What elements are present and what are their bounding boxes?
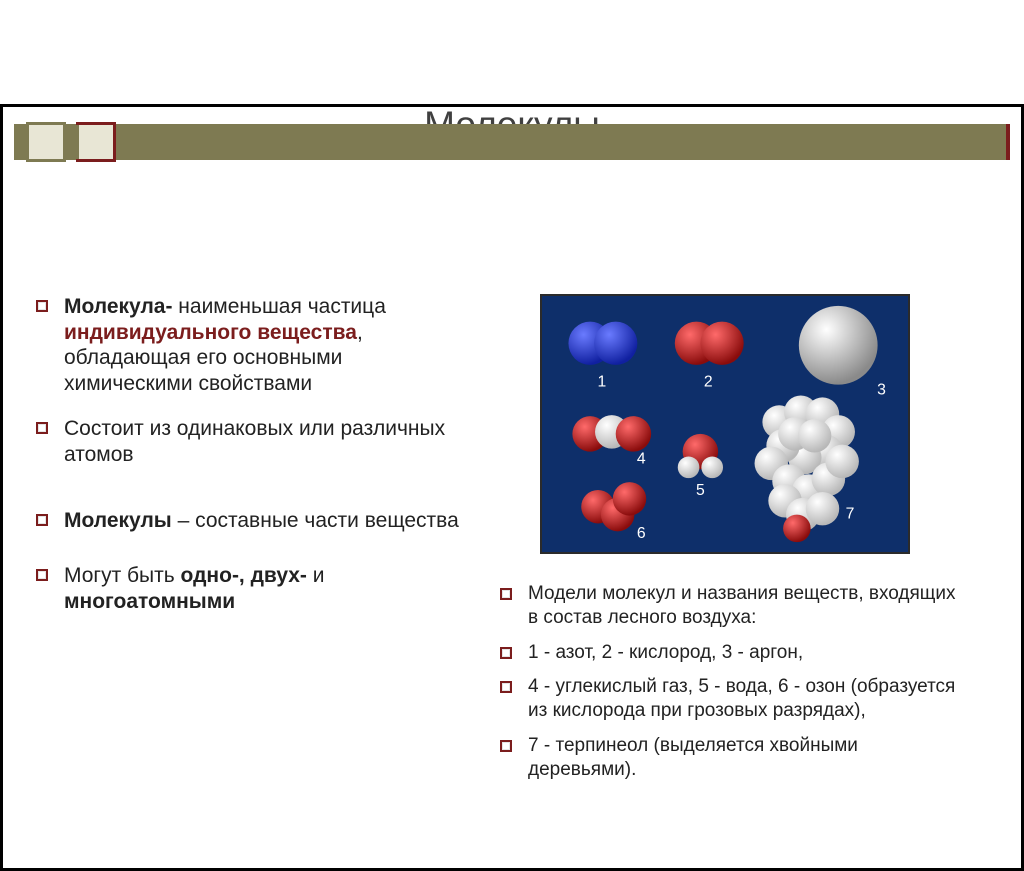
molecule-label: 7: [846, 506, 855, 523]
bullet-icon: [500, 681, 512, 693]
molecule-label: 2: [704, 374, 713, 391]
decorative-square-left: [26, 122, 66, 162]
atom-sphere: [700, 322, 743, 365]
bullet-icon: [500, 588, 512, 600]
bullet-text: Состоит из одинаковых или различных атом…: [64, 416, 476, 467]
text-bold: Молекула-: [64, 295, 172, 318]
molecule-label: 1: [598, 374, 607, 391]
bullet-text: Молекула- наименьшая частица индивидуаль…: [64, 294, 476, 396]
list-item: Модели молекул и названия веществ, входя…: [500, 582, 966, 631]
text-bold: многоатомными: [64, 590, 235, 613]
molecule-label: 4: [637, 450, 646, 467]
list-item: Состоит из одинаковых или различных атом…: [36, 416, 476, 467]
molecule-label: 3: [877, 381, 886, 398]
list-item: 1 - азот, 2 - кислород, 3 - аргон,: [500, 641, 966, 665]
list-item: Молекулы – составные части вещества: [36, 508, 476, 534]
molecule-label: 5: [696, 482, 705, 499]
atom-sphere: [799, 306, 878, 385]
bullet-text: 4 - углекислый газ, 5 - вода, 6 - озон (…: [528, 675, 966, 724]
text: и: [307, 564, 325, 587]
text-bold: Молекулы: [64, 509, 172, 532]
bullet-icon: [36, 569, 48, 581]
molecule-label: 6: [637, 525, 646, 542]
bullet-text: Модели молекул и названия веществ, входя…: [528, 582, 966, 631]
text: – составные части вещества: [172, 509, 459, 532]
bullet-text: Могут быть одно-, двух- и многоатомными: [64, 563, 476, 614]
bullet-icon: [36, 422, 48, 434]
atom-sphere: [798, 419, 831, 452]
atom-sphere: [825, 445, 858, 478]
bullet-icon: [500, 740, 512, 752]
text-bold: одно-, двух-: [181, 564, 307, 587]
atom-sphere: [678, 456, 700, 478]
list-item: Могут быть одно-, двух- и многоатомными: [36, 563, 476, 614]
right-column: 1 2 3 4 5 6 7 Модели молекул и названия вещест…: [500, 294, 966, 792]
decorative-square-right: [76, 122, 116, 162]
decorative-band: [14, 124, 1010, 160]
text: наименьшая частица: [172, 295, 385, 318]
text-highlight: индивидуального вещества: [64, 321, 357, 344]
atom-sphere: [616, 416, 651, 451]
molecule-svg: 1 2 3 4 5 6 7: [542, 296, 908, 552]
list-item: Молекула- наименьшая частица индивидуаль…: [36, 294, 476, 396]
list-item: 4 - углекислый газ, 5 - вода, 6 - озон (…: [500, 675, 966, 724]
bullet-icon: [36, 300, 48, 312]
atom-sphere: [806, 492, 839, 525]
bullet-icon: [500, 647, 512, 659]
bullet-text: 7 - терпинеол (выделяется хвойными дерев…: [528, 734, 966, 783]
atom-sphere: [594, 322, 637, 365]
left-column: Молекула- наименьшая частица индивидуаль…: [36, 294, 476, 792]
atom-sphere: [783, 515, 811, 543]
atom-sphere: [701, 456, 723, 478]
molecule-figure: 1 2 3 4 5 6 7: [540, 294, 910, 554]
text: Могут быть: [64, 564, 181, 587]
content-area: Молекула- наименьшая частица индивидуаль…: [36, 294, 988, 792]
bullet-text: Молекулы – составные части вещества: [64, 508, 459, 534]
list-item: 7 - терпинеол (выделяется хвойными дерев…: [500, 734, 966, 783]
atom-sphere: [613, 482, 646, 515]
bullet-text: 1 - азот, 2 - кислород, 3 - аргон,: [528, 641, 803, 665]
bullet-icon: [36, 514, 48, 526]
right-list: Модели молекул и названия веществ, входя…: [500, 582, 966, 782]
